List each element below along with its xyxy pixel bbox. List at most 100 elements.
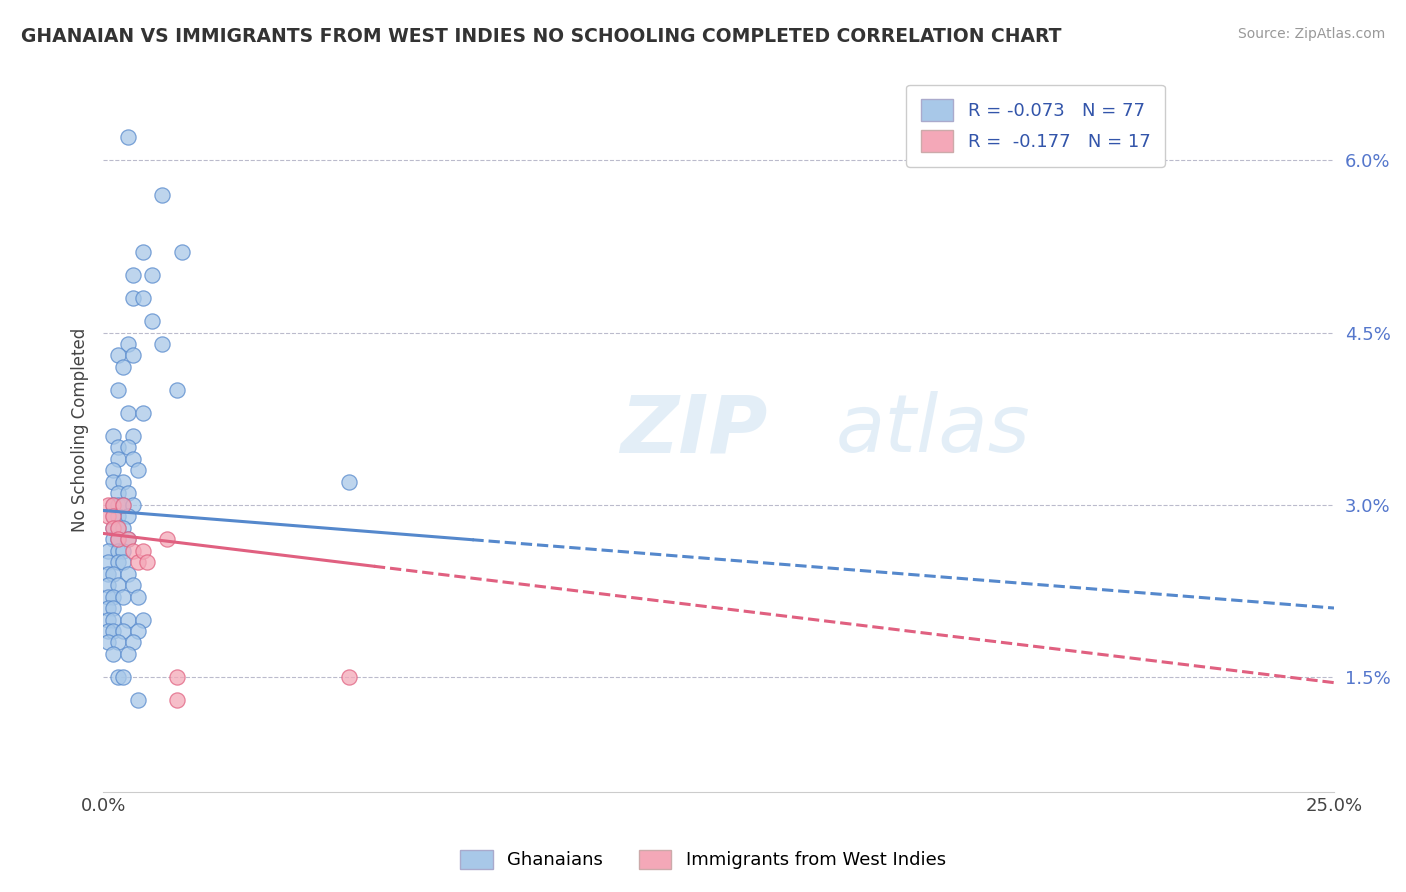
Point (121, 578, 143, 592)
Point (111, 555, 134, 569)
Point (101, 590, 124, 604)
Point (121, 498, 143, 512)
Point (131, 245, 153, 260)
Point (97, 566, 120, 581)
Point (101, 521, 124, 535)
Point (101, 475, 124, 489)
Point (121, 543, 143, 558)
Point (107, 578, 129, 592)
Legend: R = -0.073   N = 77, R =  -0.177   N = 17: R = -0.073 N = 77, R = -0.177 N = 17 (907, 85, 1166, 167)
Point (107, 532, 129, 546)
Point (97, 509, 120, 524)
Point (117, 130, 139, 145)
Point (97, 601, 120, 615)
Point (166, 670, 188, 684)
Point (166, 693, 188, 707)
Point (101, 429, 124, 443)
Point (121, 451, 143, 466)
Point (117, 613, 139, 627)
Point (101, 624, 124, 638)
Point (117, 532, 139, 546)
Point (117, 337, 139, 351)
Point (97, 578, 120, 592)
Point (121, 268, 143, 282)
Text: ZIP: ZIP (620, 391, 768, 469)
Point (97, 590, 120, 604)
Point (107, 670, 129, 684)
Point (136, 555, 159, 569)
Point (117, 509, 139, 524)
Point (111, 498, 134, 512)
Point (101, 463, 124, 477)
Point (150, 337, 173, 351)
Point (107, 555, 129, 569)
Point (97, 613, 120, 627)
Point (97, 635, 120, 649)
Point (111, 359, 134, 374)
Point (121, 635, 143, 649)
Point (117, 566, 139, 581)
Point (121, 349, 143, 363)
Point (107, 498, 129, 512)
Point (117, 486, 139, 500)
Point (107, 383, 129, 397)
Point (101, 566, 124, 581)
Point (111, 624, 134, 638)
Point (166, 383, 188, 397)
Text: GHANAIAN VS IMMIGRANTS FROM WEST INDIES NO SCHOOLING COMPLETED CORRELATION CHART: GHANAIAN VS IMMIGRANTS FROM WEST INDIES … (21, 27, 1062, 45)
Point (127, 624, 149, 638)
Point (121, 429, 143, 443)
Point (97, 555, 120, 569)
Point (131, 613, 153, 627)
Point (111, 521, 134, 535)
Point (141, 314, 163, 328)
Text: Source: ZipAtlas.com: Source: ZipAtlas.com (1237, 27, 1385, 41)
Legend: Ghanaians, Immigrants from West Indies: Ghanaians, Immigrants from West Indies (451, 840, 955, 879)
Point (107, 451, 129, 466)
Point (101, 498, 124, 512)
Text: atlas: atlas (835, 391, 1031, 469)
Point (107, 509, 129, 524)
Point (127, 555, 149, 569)
Point (131, 406, 153, 420)
Point (101, 601, 124, 615)
Point (101, 613, 124, 627)
Point (141, 268, 163, 282)
Point (101, 509, 124, 524)
Point (107, 440, 129, 454)
Point (150, 187, 173, 202)
Point (101, 509, 124, 524)
Point (101, 532, 124, 546)
Point (117, 532, 139, 546)
Point (107, 521, 129, 535)
Point (111, 475, 134, 489)
Point (127, 463, 149, 477)
Point (117, 647, 139, 661)
Point (127, 590, 149, 604)
Y-axis label: No Schooling Completed: No Schooling Completed (72, 328, 89, 533)
Point (111, 498, 134, 512)
Point (111, 670, 134, 684)
Point (337, 670, 360, 684)
Point (111, 543, 134, 558)
Point (121, 291, 143, 305)
Point (156, 532, 179, 546)
Point (111, 590, 134, 604)
Point (97, 498, 120, 512)
Point (107, 486, 129, 500)
Point (97, 624, 120, 638)
Point (107, 635, 129, 649)
Point (107, 349, 129, 363)
Point (127, 693, 149, 707)
Point (107, 543, 129, 558)
Point (117, 440, 139, 454)
Point (337, 475, 360, 489)
Point (101, 647, 124, 661)
Point (170, 245, 193, 260)
Point (101, 498, 124, 512)
Point (101, 521, 124, 535)
Point (97, 543, 120, 558)
Point (131, 291, 153, 305)
Point (107, 521, 129, 535)
Point (131, 543, 153, 558)
